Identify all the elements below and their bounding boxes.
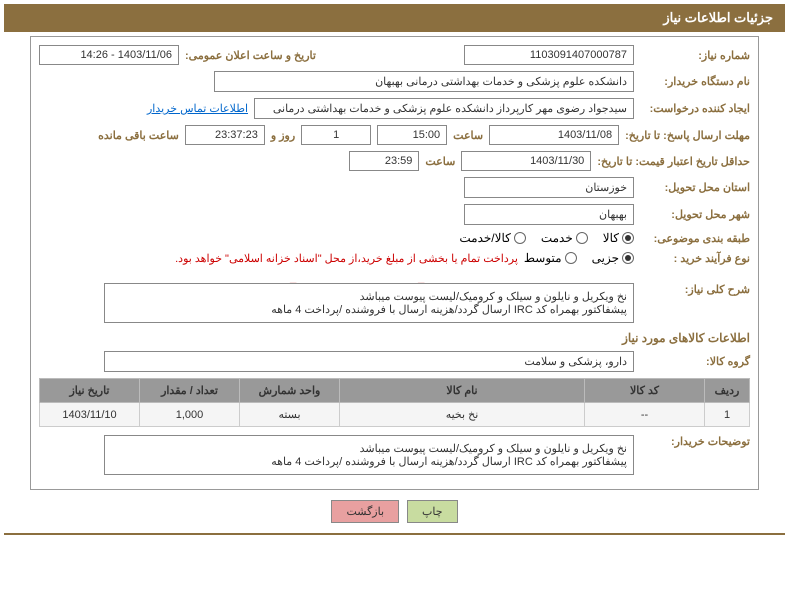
- th-qty: تعداد / مقدار: [140, 379, 240, 403]
- td-row: 1: [705, 403, 750, 427]
- radio-medium[interactable]: متوسط: [524, 251, 577, 265]
- validity-label: حداقل تاریخ اعتبار قیمت: تا تاریخ:: [597, 155, 750, 168]
- radio-service[interactable]: خدمت: [541, 231, 588, 245]
- goods-group-label: گروه کالا:: [640, 355, 750, 368]
- purchase-type-label: نوع فرآیند خرید :: [640, 252, 750, 265]
- deadline-date-value: 1403/11/08: [489, 125, 619, 145]
- purchase-type-radio-group: جزیی متوسط: [524, 251, 634, 265]
- th-code: کد کالا: [585, 379, 705, 403]
- province-value: خوزستان: [464, 177, 634, 198]
- radio-small[interactable]: جزیی: [592, 251, 634, 265]
- days-and-label: روز و: [271, 129, 295, 142]
- radio-goods[interactable]: کالا: [603, 231, 634, 245]
- city-value: بهبهان: [464, 204, 634, 225]
- category-radio-group: کالا خدمت کالا/خدمت: [459, 231, 634, 245]
- back-button[interactable]: بازگشت: [331, 500, 399, 523]
- row-need-number: شماره نیاز: 1103091407000787 تاریخ و ساع…: [39, 45, 750, 65]
- radio-goods-circle: [622, 232, 634, 244]
- td-date: 1403/11/10: [40, 403, 140, 427]
- need-number-value: 1103091407000787: [464, 45, 634, 65]
- radio-small-circle: [622, 252, 634, 264]
- time-label-1: ساعت: [453, 129, 483, 142]
- deadline-label: مهلت ارسال پاسخ: تا تاریخ:: [625, 129, 750, 142]
- radio-both-circle: [514, 232, 526, 244]
- countdown-value: 23:37:23: [185, 125, 265, 145]
- row-requester: ایجاد کننده درخواست: سیدجواد رضوی مهر کا…: [39, 98, 750, 119]
- days-count-value: 1: [301, 125, 371, 145]
- buyer-notes-label: توضیحات خریدار:: [640, 435, 750, 448]
- table-header-row: ردیف کد کالا نام کالا واحد شمارش تعداد /…: [40, 379, 750, 403]
- radio-service-label: خدمت: [541, 231, 573, 245]
- radio-both-label: کالا/خدمت: [459, 231, 510, 245]
- row-category: طبقه بندی موضوعی: کالا خدمت کالا/خدمت: [39, 231, 750, 245]
- need-number-label: شماره نیاز:: [640, 49, 750, 62]
- radio-medium-label: متوسط: [524, 251, 562, 265]
- general-desc-label: شرح کلی نیاز:: [640, 283, 750, 296]
- th-unit: واحد شمارش: [240, 379, 340, 403]
- page-title: جزئیات اطلاعات نیاز: [663, 10, 773, 25]
- buyer-org-value: دانشکده علوم پزشکی و خدمات بهداشتی درمان…: [214, 71, 634, 92]
- requester-label: ایجاد کننده درخواست:: [640, 102, 750, 115]
- goods-table: ردیف کد کالا نام کالا واحد شمارش تعداد /…: [39, 378, 750, 427]
- announce-datetime-value: 1403/11/06 - 14:26: [39, 45, 179, 65]
- general-desc-value: نخ ویکریل و نایلون و سیلک و کرومیک/لیست …: [104, 283, 634, 323]
- th-row: ردیف: [705, 379, 750, 403]
- radio-small-label: جزیی: [592, 251, 619, 265]
- row-goods-group: گروه کالا: دارو، پزشکی و سلامت: [39, 351, 750, 372]
- goods-group-value: دارو، پزشکی و سلامت: [104, 351, 634, 372]
- th-date: تاریخ نیاز: [40, 379, 140, 403]
- goods-info-title: اطلاعات کالاهای مورد نیاز: [39, 331, 750, 345]
- row-buyer-notes: توضیحات خریدار: نخ ویکریل و نایلون و سیل…: [39, 435, 750, 475]
- td-code: --: [585, 403, 705, 427]
- button-row: چاپ بازگشت: [0, 500, 789, 523]
- province-label: استان محل تحویل:: [640, 181, 750, 194]
- city-label: شهر محل تحویل:: [640, 208, 750, 221]
- page-title-bar: جزئیات اطلاعات نیاز: [4, 4, 785, 32]
- buyer-org-label: نام دستگاه خریدار:: [640, 75, 750, 88]
- radio-both[interactable]: کالا/خدمت: [459, 231, 525, 245]
- print-button[interactable]: چاپ: [407, 500, 458, 523]
- deadline-time-value: 15:00: [377, 125, 447, 145]
- row-buyer-org: نام دستگاه خریدار: دانشکده علوم پزشکی و …: [39, 71, 750, 92]
- row-validity: حداقل تاریخ اعتبار قیمت: تا تاریخ: 1403/…: [39, 151, 750, 171]
- table-row: 1 -- نخ بخیه بسته 1,000 1403/11/10: [40, 403, 750, 427]
- row-province: استان محل تحویل: خوزستان: [39, 177, 750, 198]
- row-city: شهر محل تحویل: بهبهان: [39, 204, 750, 225]
- th-name: نام کالا: [340, 379, 585, 403]
- td-name: نخ بخیه: [340, 403, 585, 427]
- row-purchase-type: نوع فرآیند خرید : جزیی متوسط پرداخت تمام…: [39, 251, 750, 265]
- main-form-container: شماره نیاز: 1103091407000787 تاریخ و ساع…: [30, 36, 759, 490]
- buyer-contact-link[interactable]: اطلاعات تماس خریدار: [147, 102, 248, 115]
- announce-datetime-label: تاریخ و ساعت اعلان عمومی:: [185, 49, 316, 62]
- time-label-2: ساعت: [425, 155, 455, 168]
- radio-goods-label: کالا: [603, 231, 619, 245]
- purchase-note: پرداخت تمام یا بخشی از مبلغ خرید،از محل …: [175, 252, 518, 265]
- radio-medium-circle: [565, 252, 577, 264]
- category-label: طبقه بندی موضوعی:: [640, 232, 750, 245]
- td-qty: 1,000: [140, 403, 240, 427]
- validity-time-value: 23:59: [349, 151, 419, 171]
- row-deadline: مهلت ارسال پاسخ: تا تاریخ: 1403/11/08 سا…: [39, 125, 750, 145]
- bottom-border: [4, 533, 785, 535]
- row-general-desc: شرح کلی نیاز: نخ ویکریل و نایلون و سیلک …: [39, 283, 750, 323]
- remaining-label: ساعت باقی مانده: [98, 129, 179, 142]
- buyer-notes-value: نخ ویکریل و نایلون و سیلک و کرومیک/لیست …: [104, 435, 634, 475]
- radio-service-circle: [576, 232, 588, 244]
- requester-value: سیدجواد رضوی مهر کارپرداز دانشکده علوم پ…: [254, 98, 634, 119]
- validity-date-value: 1403/11/30: [461, 151, 591, 171]
- td-unit: بسته: [240, 403, 340, 427]
